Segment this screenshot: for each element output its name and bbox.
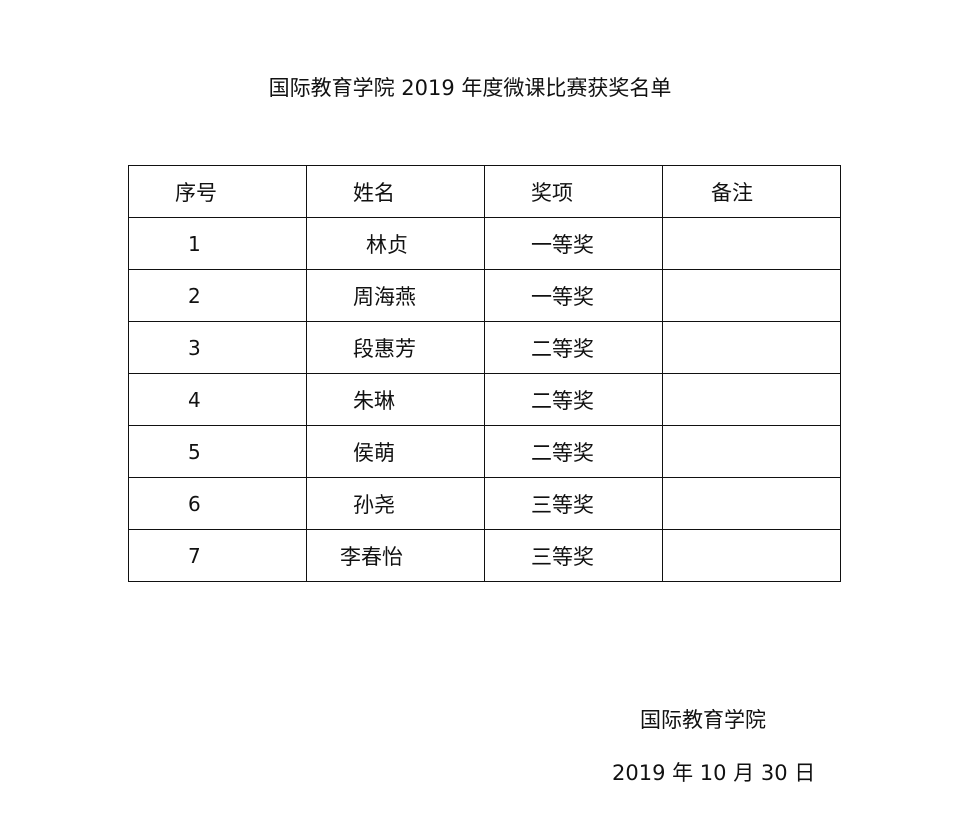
header-note: 备注 — [662, 165, 841, 218]
table-row: 1 林贞 一等奖 — [128, 217, 841, 270]
row-name: 朱琳 — [306, 373, 485, 426]
row-number: 4 — [128, 373, 307, 426]
row-note — [662, 425, 841, 478]
header-number: 序号 — [128, 165, 307, 218]
row-number: 1 — [128, 217, 307, 270]
document-title: 国际教育学院 2019 年度微课比赛获奖名单 — [268, 76, 672, 100]
award-table: 序号 姓名 奖项 备注 1 林贞 一等奖 2 周海燕 一等奖 3 段惠芳 二等奖 4 朱琳 二等奖 5 侯… — [128, 165, 841, 582]
row-award: 二等奖 — [484, 321, 663, 374]
row-number: 2 — [128, 269, 307, 322]
table-row: 2 周海燕 一等奖 — [128, 269, 841, 322]
row-award: 二等奖 — [484, 373, 663, 426]
row-note — [662, 373, 841, 426]
row-number: 7 — [128, 529, 307, 582]
table-header-row: 序号 姓名 奖项 备注 — [128, 165, 841, 218]
table-row: 6 孙尧 三等奖 — [128, 477, 841, 530]
table-row: 5 侯萌 二等奖 — [128, 425, 841, 478]
header-name: 姓名 — [306, 165, 485, 218]
row-name: 李春怡 — [306, 529, 485, 582]
row-award: 三等奖 — [484, 477, 663, 530]
row-number: 3 — [128, 321, 307, 374]
row-award: 三等奖 — [484, 529, 663, 582]
row-award: 一等奖 — [484, 269, 663, 322]
row-note — [662, 269, 841, 322]
footer-organization: 国际教育学院 — [640, 708, 766, 732]
row-note — [662, 217, 841, 270]
row-note — [662, 529, 841, 582]
row-number: 5 — [128, 425, 307, 478]
row-note — [662, 321, 841, 374]
row-note — [662, 477, 841, 530]
row-name: 林贞 — [306, 217, 485, 270]
row-name: 周海燕 — [306, 269, 485, 322]
row-name: 侯萌 — [306, 425, 485, 478]
table-row: 4 朱琳 二等奖 — [128, 373, 841, 426]
footer-date: 2019 年 10 月 30 日 — [612, 761, 816, 785]
row-number: 6 — [128, 477, 307, 530]
table-row: 7 李春怡 三等奖 — [128, 529, 841, 582]
row-name: 孙尧 — [306, 477, 485, 530]
row-name: 段惠芳 — [306, 321, 485, 374]
row-award: 一等奖 — [484, 217, 663, 270]
table-row: 3 段惠芳 二等奖 — [128, 321, 841, 374]
row-award: 二等奖 — [484, 425, 663, 478]
header-award: 奖项 — [484, 165, 663, 218]
